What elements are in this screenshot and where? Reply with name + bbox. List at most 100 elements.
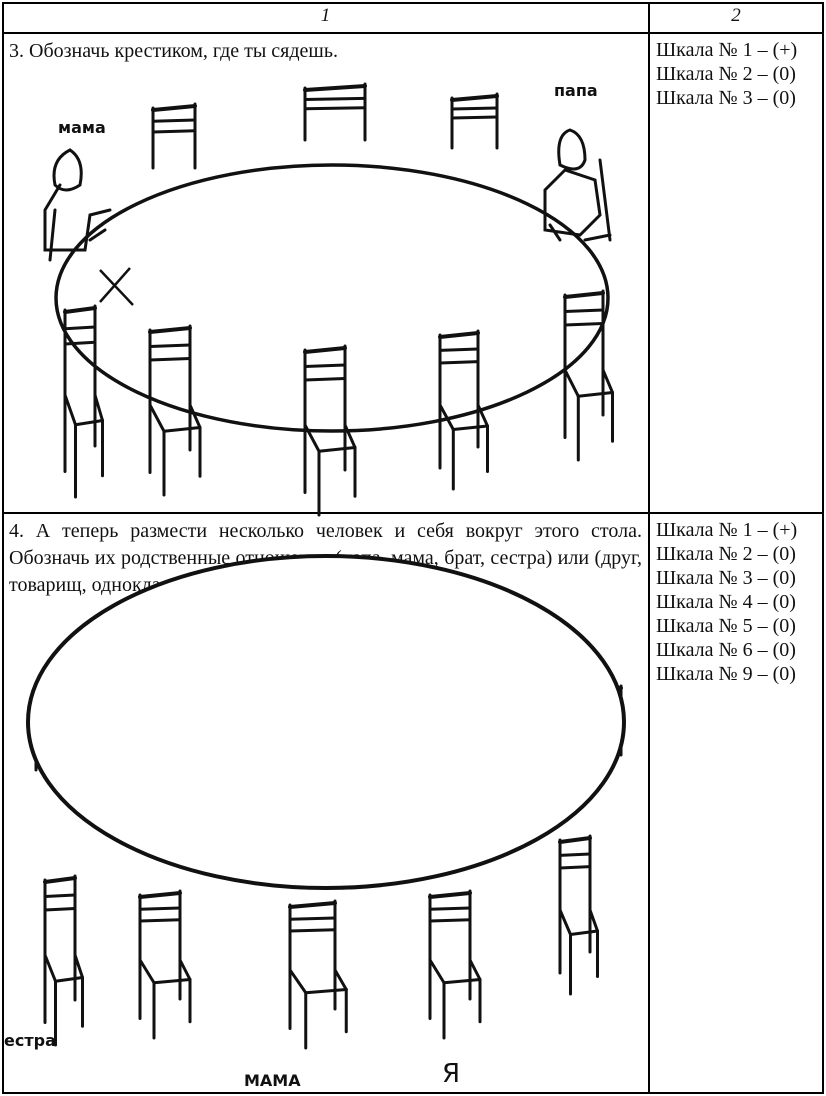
- drawing-label: мама: [58, 118, 106, 137]
- figure: [543, 128, 612, 242]
- chair: [438, 329, 489, 491]
- scales: Шкала № 1 – (+) Шкала № 2 – (0) Шкала № 3 …: [650, 34, 822, 110]
- chair: [151, 102, 197, 170]
- chair: [450, 92, 499, 150]
- chair-line: [450, 115, 499, 120]
- chair-line: [563, 291, 605, 299]
- border: [2, 2, 824, 4]
- chair-line: [442, 978, 482, 985]
- chair-line: [151, 118, 197, 123]
- chair-line: [304, 988, 348, 995]
- chair-line: [558, 908, 572, 936]
- chair-line: [288, 928, 337, 933]
- chair-line: [288, 968, 308, 995]
- chair-line: [148, 403, 166, 433]
- border: [2, 2, 4, 1094]
- chair-line: [63, 340, 97, 346]
- chair: [558, 834, 599, 996]
- chair: [138, 889, 192, 1040]
- border: [822, 2, 824, 1094]
- table-drawing: естра МАМА Я: [4, 554, 626, 1090]
- chair-line: [317, 446, 357, 453]
- chair-line: [152, 978, 192, 985]
- chair-line: [288, 901, 337, 909]
- chair-line: [468, 958, 482, 981]
- chair-line: [428, 918, 472, 923]
- chair-line: [428, 891, 472, 899]
- cross-mark: [99, 267, 134, 306]
- scale-item: Шкала № 5 – (0): [656, 615, 796, 637]
- chair-line: [558, 836, 592, 844]
- chair-line: [138, 918, 182, 923]
- chair-line: [476, 403, 489, 428]
- chair-line: [303, 84, 367, 92]
- table-drawing: мама папа: [43, 81, 614, 517]
- chair-line: [450, 106, 499, 111]
- chair-line: [63, 325, 97, 331]
- drawing-label: Я: [442, 1059, 460, 1089]
- chair-line: [43, 907, 77, 912]
- chair-line: [148, 343, 192, 348]
- chair-line: [428, 906, 472, 911]
- chair-line: [563, 322, 605, 327]
- scale-item: Шкала № 1 – (+): [656, 519, 798, 541]
- scale-item: Шкала № 1 – (+): [656, 39, 798, 61]
- table-top: [26, 554, 626, 890]
- chair-line: [343, 423, 357, 449]
- scale-item: Шкала № 3 – (0): [656, 567, 796, 589]
- chair-line: [138, 906, 182, 911]
- scales: Шкала № 1 – (+) Шкала № 2 – (0) Шкала № 3 …: [650, 514, 822, 686]
- chair-line: [303, 346, 347, 354]
- chair: [303, 344, 357, 517]
- chair-line: [438, 331, 480, 339]
- chair-line: [438, 347, 480, 352]
- chair-line: [43, 953, 57, 983]
- chair-line: [138, 958, 156, 985]
- chair-line: [303, 96, 367, 101]
- chair-line: [451, 424, 489, 431]
- chair-line: [563, 368, 580, 398]
- chair-line: [54, 976, 84, 983]
- chair-line: [569, 929, 599, 936]
- chair-line: [74, 419, 104, 427]
- chair-line: [601, 368, 614, 394]
- chair-line: [63, 306, 97, 314]
- chair-line: [563, 308, 605, 313]
- chair-line: [43, 893, 77, 898]
- chair-line: [303, 106, 367, 111]
- scale-item: Шкала № 9 – (0): [656, 663, 796, 685]
- chair-line: [43, 876, 77, 884]
- chair: [288, 899, 348, 1050]
- chair: [303, 82, 367, 142]
- header-cell: 2: [731, 5, 741, 26]
- drawing-label: папа: [554, 81, 598, 100]
- chair-line: [303, 363, 347, 368]
- scale-item: Шкала № 3 – (0): [656, 87, 796, 109]
- chair-line: [63, 393, 77, 427]
- scale-item: Шкала № 2 – (0): [656, 543, 796, 565]
- chair-line: [558, 852, 592, 857]
- chair-line: [178, 958, 192, 981]
- scale-item: Шкала № 4 – (0): [656, 591, 796, 613]
- border: [648, 2, 650, 1094]
- chair-line: [438, 360, 480, 365]
- chair: [563, 289, 614, 462]
- chair-line: [162, 426, 202, 433]
- border: [2, 1092, 824, 1094]
- border: [2, 512, 824, 514]
- chair-line: [450, 94, 499, 102]
- drawing-label: МАМА: [244, 1071, 301, 1090]
- chair-line: [303, 423, 321, 453]
- drawing-label: естра: [4, 1031, 56, 1050]
- chair-line: [138, 891, 182, 899]
- chair: [148, 324, 202, 497]
- chair-line: [428, 958, 446, 985]
- table-top: [54, 163, 610, 433]
- figure: [43, 148, 112, 262]
- border: [2, 32, 824, 34]
- chair-line: [576, 391, 614, 398]
- chair-line: [148, 326, 192, 334]
- chair-line: [303, 377, 347, 382]
- chair-line: [558, 865, 592, 870]
